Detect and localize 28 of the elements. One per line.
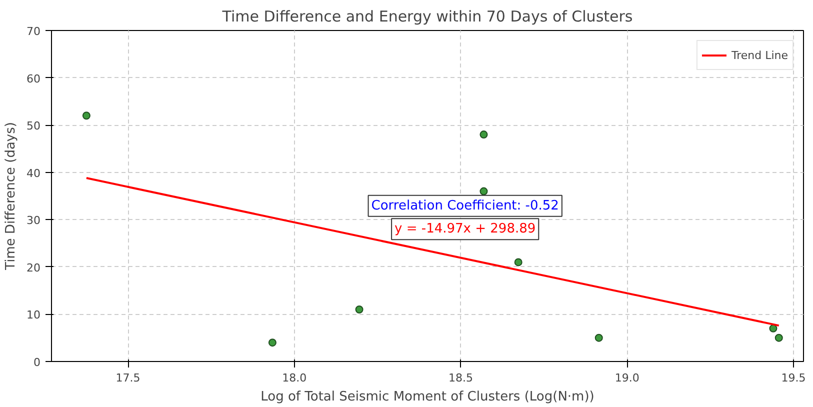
x-axis-title: Log of Total Seismic Moment of Clusters (Log(N·m)) [260, 390, 594, 404]
point [82, 112, 90, 120]
annotation: Correlation Coefficient: -0.52 [371, 198, 559, 214]
x-tick-label: 18.5 [448, 372, 474, 384]
chart-title: Time Difference and Energy within 70 Days of Clusters [221, 8, 633, 26]
point [514, 258, 522, 266]
y-tick-label: 60 [26, 72, 41, 86]
point [480, 187, 488, 196]
x-tick-label: 19.0 [614, 372, 640, 384]
y-tick-label: 70 [26, 25, 41, 38]
x-tick-label: 18.0 [282, 372, 307, 384]
x-tick-label: 19.5 [781, 372, 806, 384]
y-tick-label: 0 [34, 356, 40, 369]
y-tick-label: 10 [26, 308, 41, 322]
y-tick-label: 30 [26, 214, 41, 228]
legend-label: Trend Line [731, 48, 788, 62]
point [594, 334, 603, 342]
annotation: y = -14.97x + 298.89 [394, 222, 536, 237]
y-tick-label: 50 [26, 120, 41, 133]
y-tick-label: 40 [26, 166, 41, 180]
y-axis-title: Time Difference (days) [4, 122, 19, 271]
point [480, 130, 488, 139]
x-tick-label: 17.5 [116, 372, 140, 384]
point [769, 324, 778, 332]
point [355, 305, 364, 314]
point [774, 334, 783, 342]
y-tick-label: 20 [26, 261, 41, 274]
point [268, 338, 276, 347]
